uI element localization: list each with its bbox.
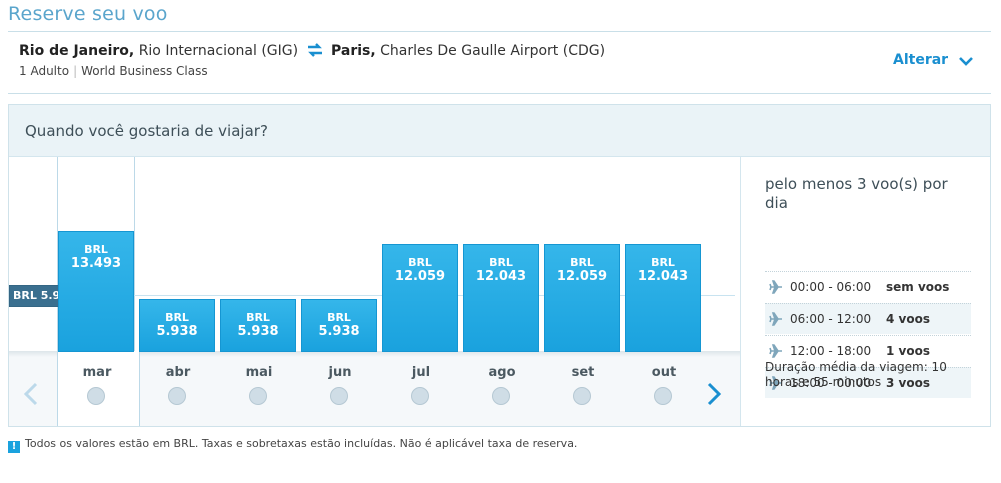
origin-airport: Rio Internacional (GIG): [138, 43, 299, 59]
month-radio-out[interactable]: [654, 387, 672, 405]
time-slot-row: 00:00 - 06:00 sem voos: [765, 271, 971, 302]
month-radio-jun[interactable]: [330, 387, 348, 405]
month-label-set[interactable]: set: [571, 365, 595, 380]
change-search-link[interactable]: Alterar: [893, 52, 949, 68]
airplane-icon: [769, 312, 782, 326]
month-label-out[interactable]: out: [651, 365, 677, 380]
flight-count: 1 voos: [886, 344, 930, 358]
month-radio-mar[interactable]: [87, 387, 105, 405]
price-note: ! Todos os valores estão em BRL. Taxas e …: [8, 437, 577, 453]
average-duration: Duração média da viagem: 10 horas e 55 m…: [765, 360, 947, 389]
month-label-jun[interactable]: jun: [328, 365, 352, 380]
price-bar-abr[interactable]: BRL 5.938: [139, 299, 215, 352]
bar-currency-label: BRL: [327, 311, 351, 324]
bar-price-label: 5.938: [156, 324, 198, 339]
month-radio-jul[interactable]: [411, 387, 429, 405]
bar-currency-label: BRL: [84, 243, 108, 256]
bar-price-label: 12.043: [637, 269, 689, 284]
destination-city: Paris,: [331, 43, 376, 59]
price-note-text: Todos os valores estão em BRL. Taxas e s…: [25, 437, 578, 450]
month-label-ago[interactable]: ago: [488, 365, 516, 380]
time-range: 12:00 - 18:00: [790, 344, 872, 358]
cabin-class: World Business Class: [81, 64, 208, 78]
separator: |: [73, 64, 78, 78]
airplane-icon: [769, 344, 782, 358]
price-bar-ago[interactable]: BRL 12.043: [463, 244, 539, 352]
price-bar-jul[interactable]: BRL 12.059: [382, 244, 458, 352]
month-label-abr[interactable]: abr: [165, 365, 191, 380]
airplane-icon: [769, 376, 782, 390]
bar-currency-label: BRL: [246, 311, 270, 324]
bar-price-label: 5.938: [318, 324, 360, 339]
bar-price-label: 12.059: [556, 269, 608, 284]
price-bar-out[interactable]: BRL 12.043: [625, 244, 701, 352]
trip-details: 1 Adulto | World Business Class: [19, 64, 208, 78]
month-radio-abr[interactable]: [168, 387, 186, 405]
time-slot-row: 12:00 - 18:00 1 voos: [765, 335, 971, 366]
price-bar-set[interactable]: BRL 12.059: [544, 244, 620, 352]
flights-per-day: pelo menos 3 voo(s) por dia: [765, 175, 948, 212]
price-bar-jun[interactable]: BRL 5.938: [301, 299, 377, 352]
flight-count: sem voos: [886, 280, 950, 294]
price-bar-mar[interactable]: BRL 13.493: [58, 231, 134, 352]
time-range: 06:00 - 12:00: [790, 312, 872, 326]
route-summary: Rio de Janeiro, Rio Internacional (GIG) …: [19, 43, 605, 59]
monthly-price-chart: BRL 5.938 BRL 13.493 mar BRL 5.938 abr BRL 5.93…: [8, 157, 740, 426]
bar-currency-label: BRL: [570, 256, 594, 269]
price-bar-mai[interactable]: BRL 5.938: [220, 299, 296, 352]
flight-count: 3 voos: [886, 376, 930, 390]
date-selection-panel: Quando você gostaria de viajar? BRL 5.93…: [8, 104, 991, 427]
origin-city: Rio de Janeiro,: [19, 43, 135, 59]
info-icon: !: [8, 441, 20, 453]
airplane-icon: [769, 280, 782, 294]
bar-currency-label: BRL: [651, 256, 675, 269]
time-range: 18:00 - 00:00: [790, 376, 872, 390]
bar-price-label: 12.043: [475, 269, 527, 284]
chevron-left-icon[interactable]: [21, 381, 41, 407]
bar-price-label: 5.938: [237, 324, 279, 339]
month-label-mai[interactable]: mai: [245, 365, 273, 380]
bar-currency-label: BRL: [408, 256, 432, 269]
time-range: 00:00 - 06:00: [790, 280, 872, 294]
month-radio-ago[interactable]: [492, 387, 510, 405]
bar-currency-label: BRL: [489, 256, 513, 269]
time-slot-row: 06:00 - 12:00 4 voos: [765, 303, 971, 334]
month-radio-set[interactable]: [573, 387, 591, 405]
bar-price-label: 13.493: [70, 256, 122, 271]
month-label-jul[interactable]: jul: [411, 365, 431, 380]
flight-info-sidebar: pelo menos 3 voo(s) por dia 00:00 - 06:0…: [740, 157, 990, 426]
chevron-right-icon[interactable]: [704, 381, 724, 407]
bar-price-label: 12.059: [394, 269, 446, 284]
month-label-mar[interactable]: mar: [82, 365, 112, 380]
title-divider: [8, 31, 991, 32]
panel-header: Quando você gostaria de viajar?: [9, 105, 990, 157]
header-divider: [8, 93, 991, 94]
time-slot-row: 18:00 - 00:00 3 voos: [765, 367, 971, 398]
passenger-count: 1 Adulto: [19, 64, 70, 78]
bar-currency-label: BRL: [165, 311, 189, 324]
flight-count: 4 voos: [886, 312, 930, 326]
swap-arrows-icon: [307, 43, 322, 57]
panel-question: Quando você gostaria de viajar?: [25, 122, 268, 140]
chevron-down-icon[interactable]: [958, 55, 974, 67]
page-title: Reserve seu voo: [8, 3, 168, 25]
month-radio-mai[interactable]: [249, 387, 267, 405]
destination-airport: Charles De Gaulle Airport (CDG): [380, 43, 606, 59]
